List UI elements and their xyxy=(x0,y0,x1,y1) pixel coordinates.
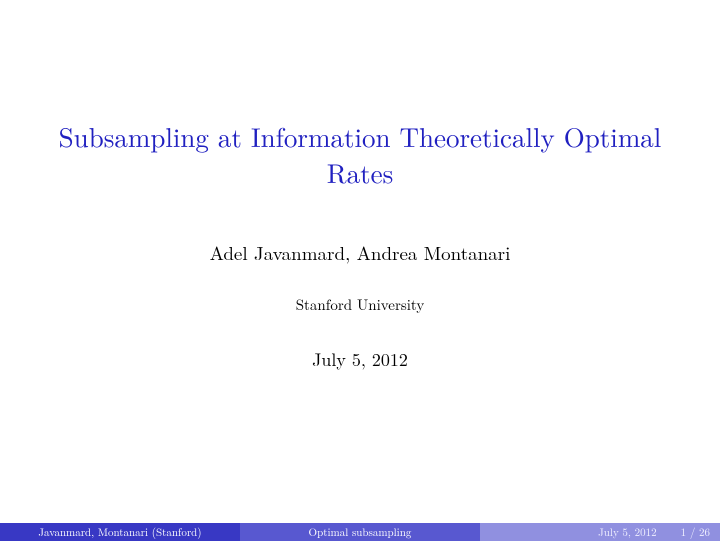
footer-right: July 5, 2012 1 / 26 xyxy=(480,523,720,541)
footer-page-number: 1 / 26 xyxy=(681,525,710,540)
slide-institution: Stanford University xyxy=(296,294,425,315)
footer-authors: Javanmard, Montanari (Stanford) xyxy=(0,523,240,541)
slide-date: July 5, 2012 xyxy=(312,347,408,372)
footer-date: July 5, 2012 xyxy=(598,525,657,540)
slide-title: Subsampling at Information Theoretically… xyxy=(0,118,720,191)
footer-short-title: Optimal subsampling xyxy=(240,523,480,541)
slide-authors: Adel Javanmard, Andrea Montanari xyxy=(210,239,511,266)
slide-footer: Javanmard, Montanari (Stanford) Optimal … xyxy=(0,523,720,541)
slide-body: Subsampling at Information Theoretically… xyxy=(0,0,720,523)
